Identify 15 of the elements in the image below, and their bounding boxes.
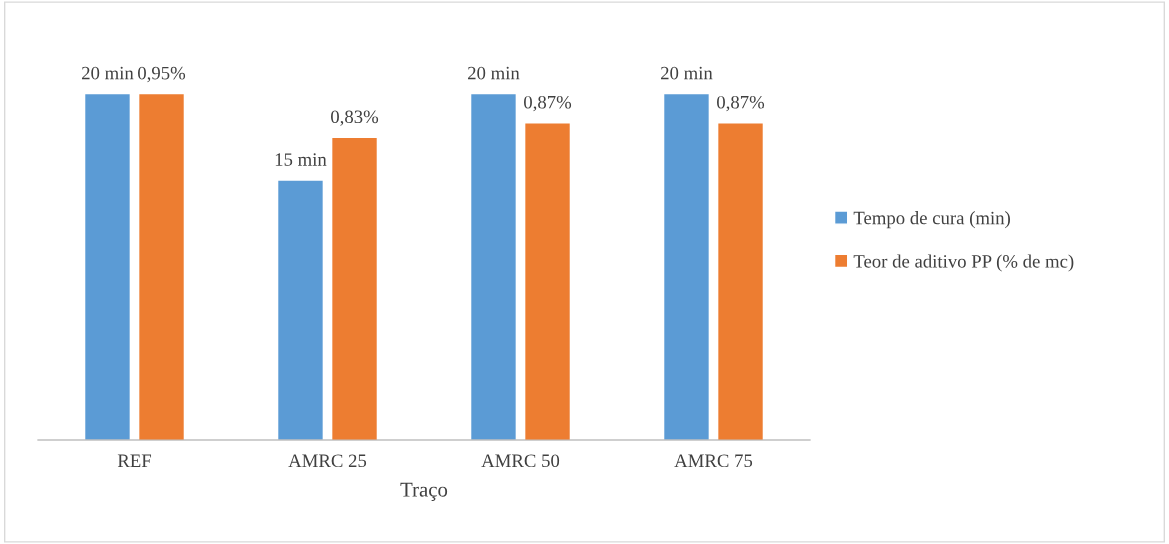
- x-tick-label: REF: [117, 454, 152, 467]
- x-tick-label: AMRC 50: [481, 454, 560, 468]
- data-label: 0,83%: [331, 110, 379, 126]
- data-label: 0,87%: [524, 95, 572, 112]
- data-label: 20 min: [468, 66, 520, 80]
- data-label: 0,95%: [138, 66, 186, 83]
- x-axis-title: Traço: [400, 482, 448, 501]
- legend-label: Tempo de cura (min): [853, 211, 1010, 229]
- legend-label: Teor de aditivo PP (% de mc): [853, 254, 1074, 272]
- data-label: 20 min: [661, 66, 713, 80]
- data-label: 20 min: [82, 66, 134, 80]
- data-label: 15 min: [275, 153, 327, 166]
- x-tick-label: AMRC 75: [674, 454, 753, 468]
- data-label: 0,87%: [717, 95, 765, 112]
- x-tick-label: AMRC 25: [288, 454, 367, 468]
